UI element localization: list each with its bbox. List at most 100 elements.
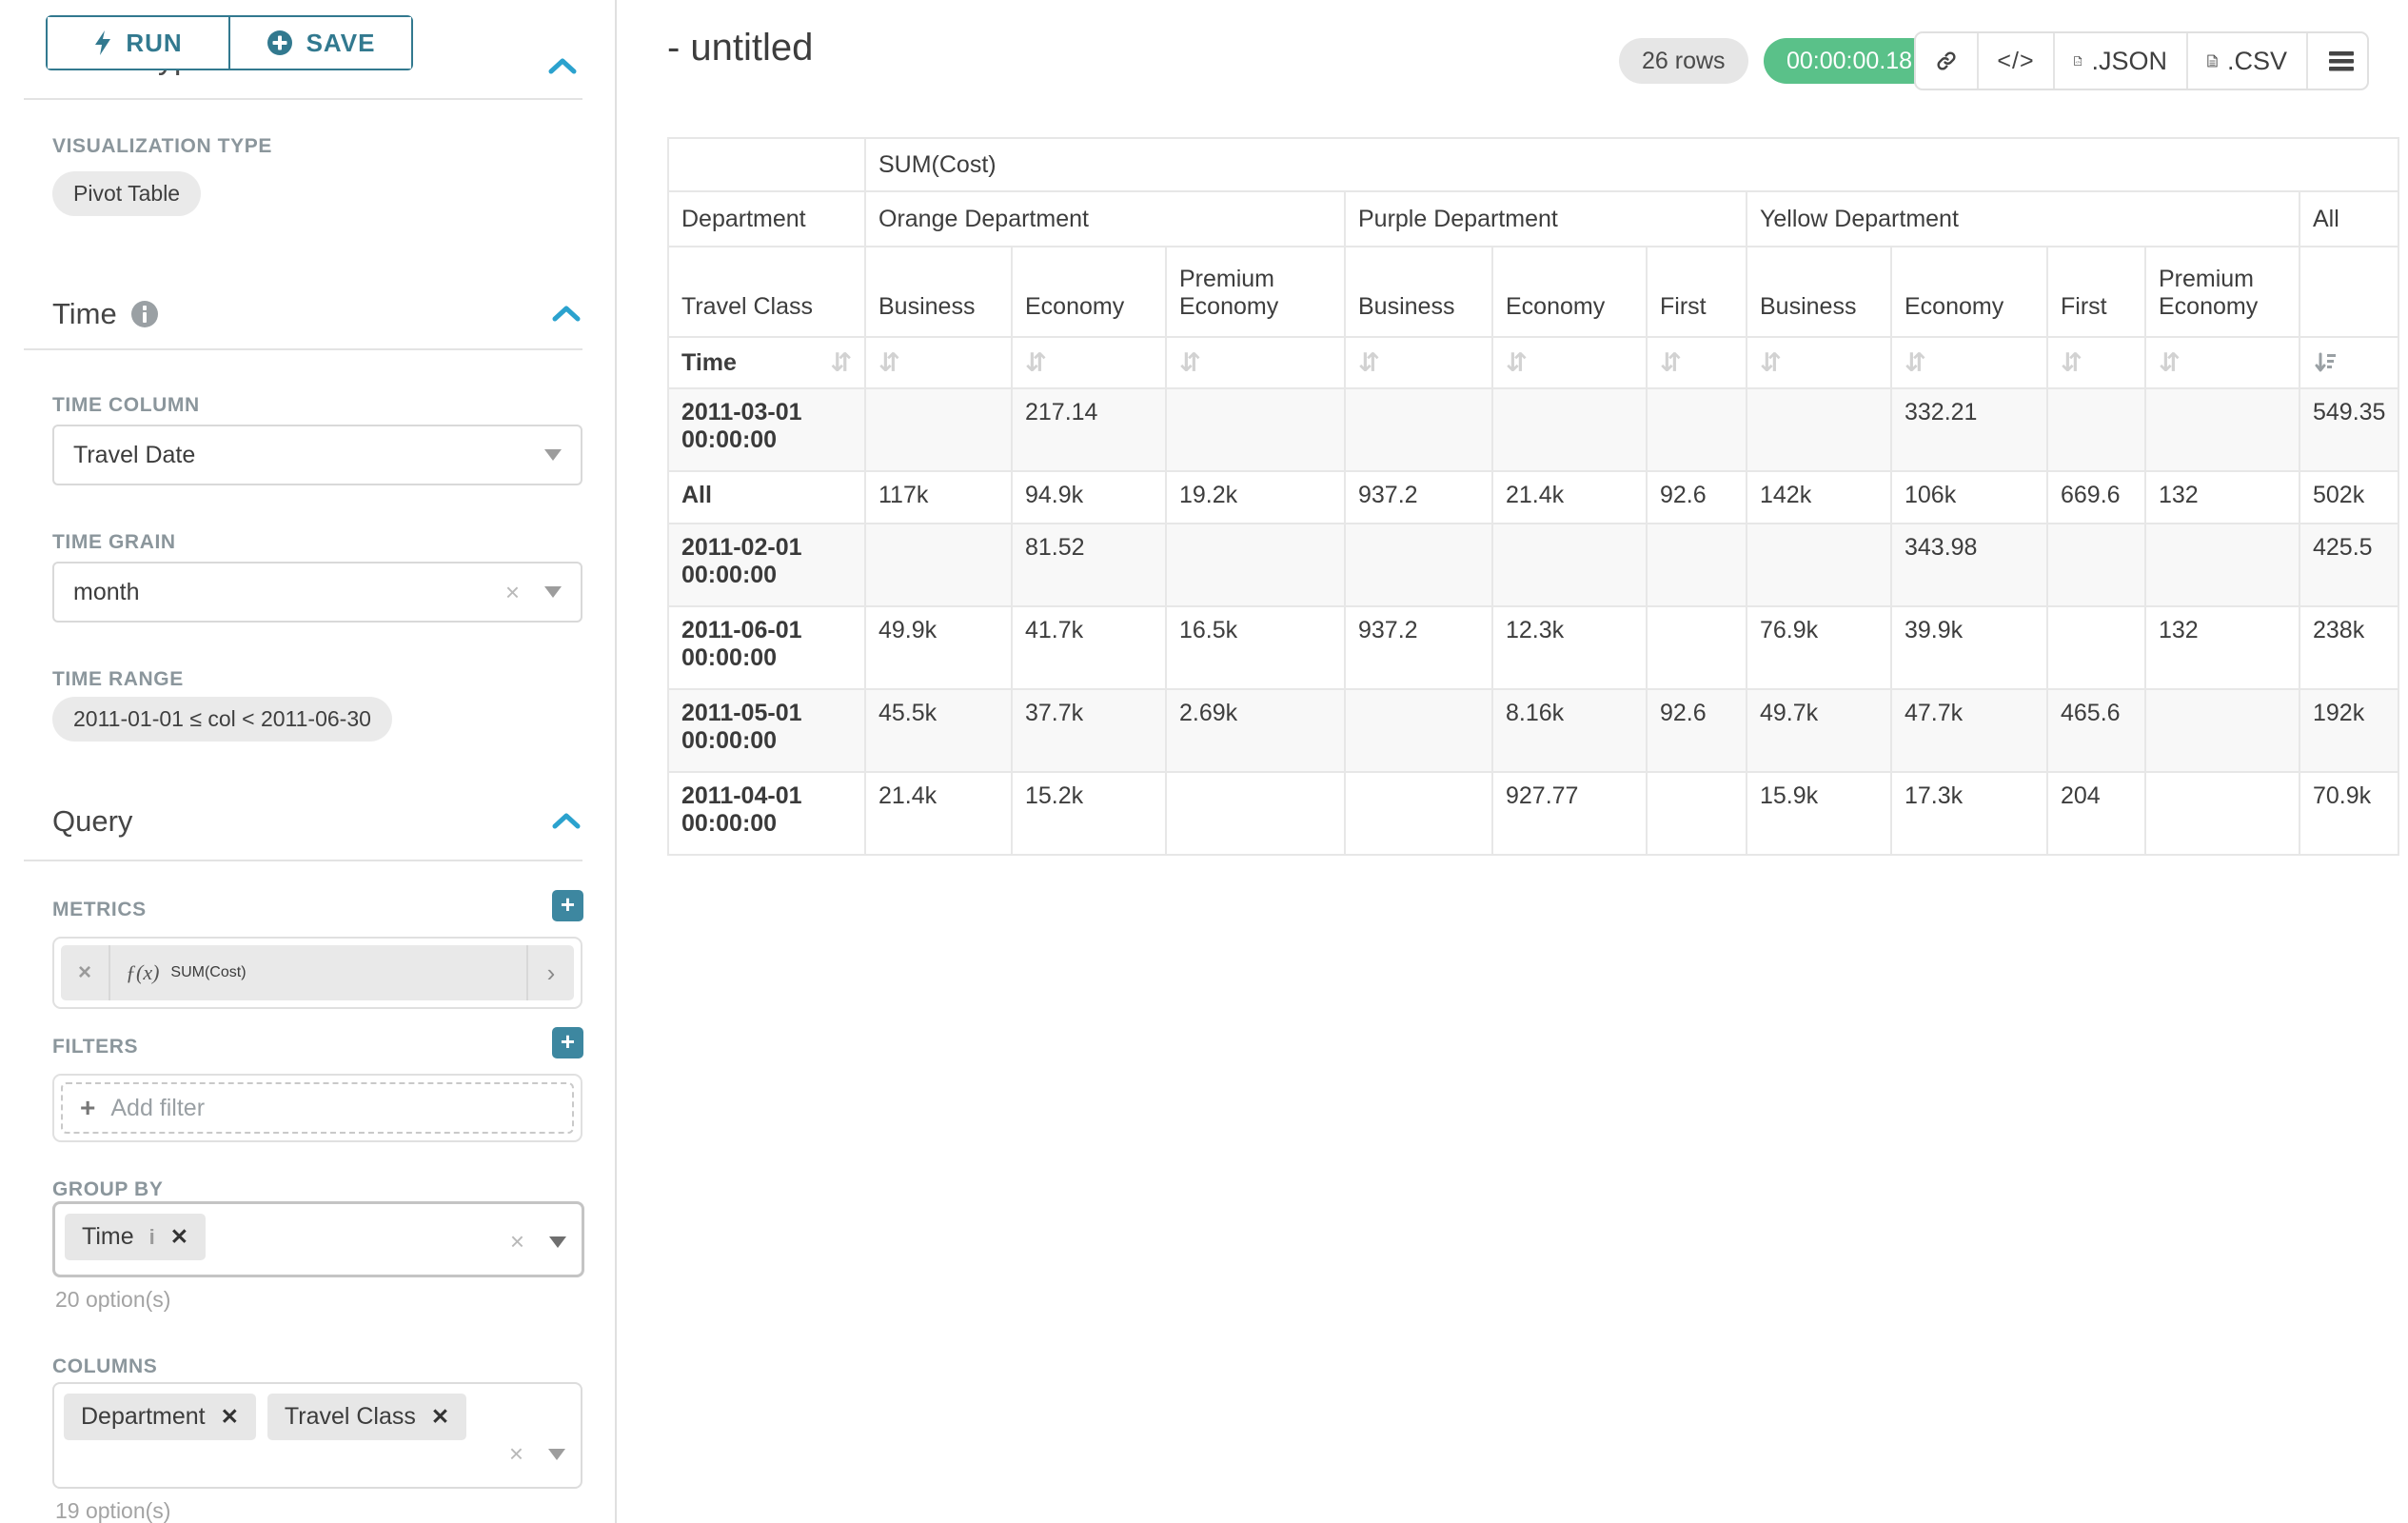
add-metric-button[interactable]: + <box>552 890 583 921</box>
pivot-value-cell: 132 <box>2144 470 2300 524</box>
travel-class-header: Business <box>864 246 1013 338</box>
time-range-pill[interactable]: 2011-01-01 ≤ col < 2011-06-30 <box>52 697 392 742</box>
chevron-down-icon <box>544 586 562 598</box>
hamburger-menu-icon <box>2329 51 2354 71</box>
export-json-button[interactable]: </> .JSON <box>2053 33 2186 89</box>
selected-option-chip[interactable]: Travel Class ✕ <box>266 1394 467 1440</box>
column-sort-header[interactable]: ⇵ <box>1165 336 1346 389</box>
chevron-down-icon <box>548 1448 565 1460</box>
pivot-value-cell <box>1344 523 1493 607</box>
group-by-select[interactable]: Time i ✕ × <box>52 1201 584 1277</box>
pivot-value-cell: 937.2 <box>1344 470 1493 524</box>
all-column-sort-header[interactable] <box>2298 336 2400 389</box>
clear-icon[interactable]: × <box>509 1227 524 1256</box>
sort-toggle-icon[interactable]: ⇵ <box>1358 347 1380 378</box>
selected-option-chip[interactable]: Department ✕ <box>64 1394 256 1440</box>
time-column-label: TIME COLUMN <box>52 394 200 416</box>
pivot-value-cell: 12.3k <box>1491 605 1648 690</box>
column-sort-header[interactable]: ⇵ <box>1890 336 2048 389</box>
pivot-value-cell <box>2144 771 2300 856</box>
save-button[interactable]: SAVE <box>228 17 411 69</box>
pivot-value-cell <box>1646 605 1747 690</box>
sort-toggle-icon[interactable]: ⇵ <box>1179 347 1201 378</box>
column-sort-header[interactable]: ⇵ <box>1011 336 1167 389</box>
copy-link-button[interactable] <box>1916 33 1977 89</box>
pivot-value-cell <box>1165 771 1346 856</box>
pivot-value-cell: 549.35 <box>2298 387 2400 472</box>
chart-type-collapse-caret-icon[interactable] <box>546 55 579 76</box>
remove-chip-icon[interactable]: ✕ <box>220 1404 239 1429</box>
visualization-type-pill[interactable]: Pivot Table <box>52 171 202 216</box>
export-button-group: </> </> .JSON .CSV <box>1914 31 2369 90</box>
sort-toggle-icon[interactable]: ⇵ <box>2159 347 2181 378</box>
pivot-value-cell: 76.9k <box>1746 605 1892 690</box>
time-column-select[interactable]: Travel Date <box>52 425 582 485</box>
row-time-label: 2011-06-01 00:00:00 <box>667 605 866 690</box>
pivot-row: 2011-05-01 00:00:00 45.5k 37.7k 2.69k 8.16k 9… <box>667 688 2400 773</box>
column-sort-header[interactable]: ⇵ <box>1344 336 1493 389</box>
pivot-table-container: SUM(Cost) Department Orange Department Purp… <box>667 137 2400 856</box>
sort-toggle-icon[interactable]: ⇵ <box>1506 347 1528 378</box>
sort-toggle-icon[interactable]: ⇵ <box>1760 347 1782 378</box>
run-button[interactable]: RUN <box>48 17 228 69</box>
time-sort-header[interactable]: Time ⇵ <box>667 336 866 389</box>
time-section-title: Time <box>52 297 159 331</box>
pivot-row: 2011-02-01 00:00:00 81.52 343.98 425.5 <box>667 523 2400 607</box>
sort-toggle-icon[interactable]: ⇵ <box>1905 347 1926 378</box>
sort-toggle-icon[interactable]: ⇵ <box>2061 347 2082 378</box>
group-by-label: GROUP BY <box>52 1178 164 1200</box>
remove-metric-icon[interactable]: × <box>61 945 110 1000</box>
selected-option-chip[interactable]: Time i ✕ <box>65 1214 207 1260</box>
section-divider <box>24 860 582 861</box>
column-sort-header[interactable]: ⇵ <box>2144 336 2300 389</box>
time-grain-select[interactable]: month × <box>52 562 582 623</box>
pivot-value-cell: 332.21 <box>1890 387 2048 472</box>
metrics-container: × ƒ(x) SUM(Cost) › <box>52 937 582 1009</box>
travel-class-header: First <box>1646 246 1747 338</box>
pivot-value-cell <box>864 387 1013 472</box>
csv-file-icon <box>2207 54 2218 68</box>
export-csv-button[interactable]: .CSV <box>2186 33 2306 89</box>
pivot-value-cell: 94.9k <box>1011 470 1167 524</box>
clear-icon[interactable]: × <box>504 577 520 606</box>
remove-chip-icon[interactable]: ✕ <box>169 1224 189 1249</box>
metrics-label: METRICS <box>52 899 147 920</box>
row-time-label: 2011-02-01 00:00:00 <box>667 523 866 607</box>
add-filter-plus-button[interactable]: + <box>552 1027 583 1058</box>
sort-toggle-icon[interactable]: ⇵ <box>830 347 852 378</box>
sort-toggle-icon[interactable]: ⇵ <box>878 347 900 378</box>
add-filter-button[interactable]: + Add filter <box>61 1082 574 1134</box>
pivot-value-cell: 47.7k <box>1890 688 2048 773</box>
metric-chip[interactable]: × ƒ(x) SUM(Cost) › <box>61 945 574 1000</box>
row-time-label: 2011-04-01 00:00:00 <box>667 771 866 856</box>
lightning-bolt-icon <box>95 30 111 55</box>
column-sort-header[interactable]: ⇵ <box>1491 336 1648 389</box>
pivot-value-cell: 21.4k <box>1491 470 1648 524</box>
time-section-collapse-caret-icon[interactable] <box>550 303 582 324</box>
pivot-value-cell <box>864 523 1013 607</box>
column-sort-header[interactable]: ⇵ <box>864 336 1013 389</box>
column-sort-header[interactable]: ⇵ <box>2046 336 2146 389</box>
row-time-label: 2011-05-01 00:00:00 <box>667 688 866 773</box>
query-section-title: Query <box>52 804 132 839</box>
remove-chip-icon[interactable]: ✕ <box>430 1404 450 1429</box>
sort-toggle-icon[interactable]: ⇵ <box>1025 347 1047 378</box>
column-sort-header[interactable]: ⇵ <box>1646 336 1747 389</box>
pivot-value-cell <box>1646 523 1747 607</box>
pivot-value-cell <box>1646 771 1747 856</box>
pivot-table: SUM(Cost) Department Orange Department Purp… <box>667 137 2400 856</box>
sort-descending-icon[interactable] <box>2313 351 2338 376</box>
pivot-value-cell <box>1746 387 1892 472</box>
more-options-button[interactable] <box>2306 33 2367 89</box>
columns-select[interactable]: Department ✕ Travel Class ✕ × <box>52 1382 582 1489</box>
section-divider <box>24 348 582 350</box>
column-sort-header[interactable]: ⇵ <box>1746 336 1892 389</box>
pivot-value-cell <box>2144 523 2300 607</box>
chevron-right-icon[interactable]: › <box>526 945 574 1000</box>
query-section-collapse-caret-icon[interactable] <box>550 810 582 831</box>
sort-toggle-icon[interactable]: ⇵ <box>1660 347 1682 378</box>
columns-options-hint: 19 option(s) <box>55 1498 171 1523</box>
embed-code-button[interactable]: </> <box>1977 33 2053 89</box>
code-icon: </> <box>1997 47 2035 74</box>
clear-icon[interactable]: × <box>508 1439 523 1468</box>
